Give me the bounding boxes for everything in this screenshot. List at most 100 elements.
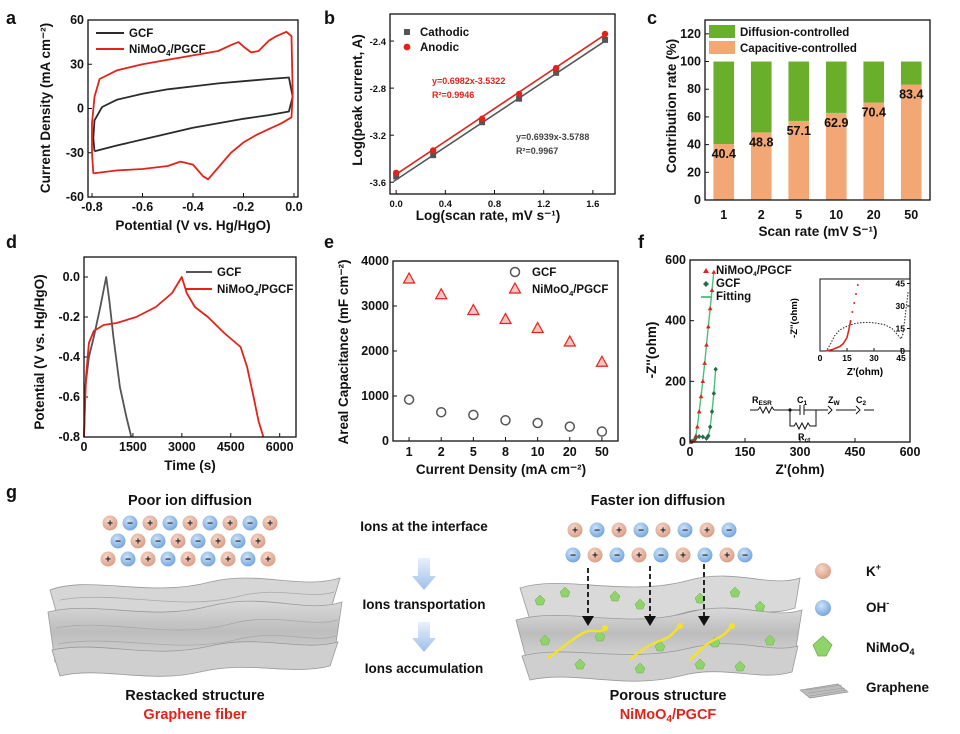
nimoo4-particle [539,634,551,646]
plus-icon: + [215,537,221,548]
panel-c-y-axis-title: Contribution rate (%) [664,39,679,173]
circuit-label-zw: ZW [828,395,841,407]
oh-ion-ball [190,533,206,549]
bar-data-label: 57.1 [787,124,811,138]
oh-ion: − [120,551,136,567]
gcf-eis-point [707,424,713,430]
legend-label-cathodic: Cathodic [420,27,470,39]
oh-ion-ball [609,547,625,563]
panel-b-plot-frame [389,13,616,195]
oh-ion: − [162,515,178,531]
legend-label-gcf-d: GCF [217,267,241,279]
gcf-eis-point [711,390,717,396]
panel-a-legend: GCF NiMoO4/PGCF [96,28,206,58]
panel-letter-e: e [324,232,334,252]
nimoo4-particle [534,594,546,606]
inset-nimoo4-point [855,293,857,295]
gcf-eis-point [709,409,715,415]
plus-icon: + [227,519,233,530]
y-tick-label: 40 [687,138,701,152]
panel-b-legend: Cathodic Anodic [403,27,470,54]
y-tick-label: 4000 [361,254,389,268]
legend-k-ion-label: K+ [866,562,881,579]
y-tick-label: 600 [665,253,686,267]
panel-letter-f: f [638,232,645,252]
oh-ion-ball [677,522,693,538]
y-tick-label: -0.2 [58,310,80,324]
inset-y-tick-label: 45 [896,279,906,289]
inset-nimoo4-point [853,302,856,304]
right-bottom-sublabel: NiMoO4/PGCF [620,707,717,725]
inset-x-tick-label: 15 [842,353,852,363]
oh-ion: − [190,533,206,549]
plus-icon: + [616,526,622,537]
panel-c-x-axis-title: Scan rate (mV S⁻¹) [759,224,878,239]
capacitive-bar [900,84,922,200]
minus-icon: − [125,555,131,566]
oh-ion: − [565,547,581,563]
minus-icon: − [205,555,211,566]
nimoo4-eis-point [698,394,704,399]
panel-e-capacitance-chart: e Areal Capacitance (mF cm⁻²) Current De… [324,232,619,477]
panel-f-series [688,269,718,444]
y-tick-label: -2.8 [370,84,386,95]
y-tick-label: 400 [665,314,686,328]
nimoo4-particle [754,600,766,612]
panel-letter-d: d [6,232,17,252]
gcf-capacitance-point [564,421,576,432]
k-ion: + [250,533,266,549]
bar-data-label: 40.4 [712,147,736,161]
panel-c-ticks: 0 20 40 60 80 100 120 1 2 5 10 20 50 [680,27,918,222]
nimoo4-particle [764,634,776,646]
step-ions-accumulation: Ions accumulation [365,661,484,676]
cv-curve-nimoo4 [91,30,294,181]
left-diagram-title: Poor ion diffusion [128,493,252,509]
inset-y-tick-label: 15 [896,324,906,334]
x-tick-label: -0.4 [182,200,204,214]
oh-ion-ball [653,547,669,563]
gcf-capacitance-point [596,426,608,437]
legend-oh-ion-label: OH- [866,598,889,615]
y-tick-label: -0.4 [58,350,80,364]
y-tick-label: 20 [687,165,701,179]
panel-f-legend: NiMoO4/PGCF GCF Fitting [701,265,792,303]
x-tick-label: 300 [790,445,811,459]
dashed-arrow-head-3 [698,616,710,626]
oh-ion: − [737,547,753,563]
legend-marker-anodic [403,43,411,51]
minus-icon: − [594,526,600,537]
y-tick-label: 60 [687,110,701,124]
panel-b-x-axis-title: Log(scan rate, mV s⁻¹) [416,208,560,223]
oh-ion-ball [200,551,216,567]
anodic-point [552,64,560,72]
nimoo4-particle [734,660,746,672]
minus-icon: − [247,519,253,530]
plus-icon: + [660,526,666,537]
nimoo4-particle [654,640,666,652]
nimoo4-capacitance-point [563,334,577,347]
anodic-fit-equation: y=0.6982x-3.5322 [432,76,505,86]
oh-ion-ball [202,515,218,531]
legend-marker-gcf-e [509,266,521,278]
panel-e-x-axis-title: Current Density (mA cm⁻²) [416,462,586,477]
gcf-eis-point [693,435,698,441]
plus-icon: + [145,555,151,566]
x-tick-label: 5 [470,445,477,459]
k-ion-ball [719,547,735,563]
equivalent-circuit: RESR C1 ZW C2 Rct [750,395,874,444]
yellow-ion-path-1 [547,627,607,660]
panel-letter-b: b [324,8,335,28]
panel-d-legend: GCF NiMoO4/PGCF [186,267,293,298]
inset-x-tick-label: 45 [896,353,906,363]
x-tick-label: 0 [81,440,88,454]
x-tick-label: 5 [795,208,802,222]
left-sheet-bottom [51,641,339,677]
bar-data-label: 48.8 [749,135,773,149]
diffusion-bar [900,61,922,85]
nimoo4-eis-point [706,324,711,329]
k-ion: + [170,533,186,549]
panel-d-plot-frame [83,256,297,438]
anodic-fit-r2: R²=0.9946 [432,90,474,100]
panel-e-plot-frame [392,260,619,442]
